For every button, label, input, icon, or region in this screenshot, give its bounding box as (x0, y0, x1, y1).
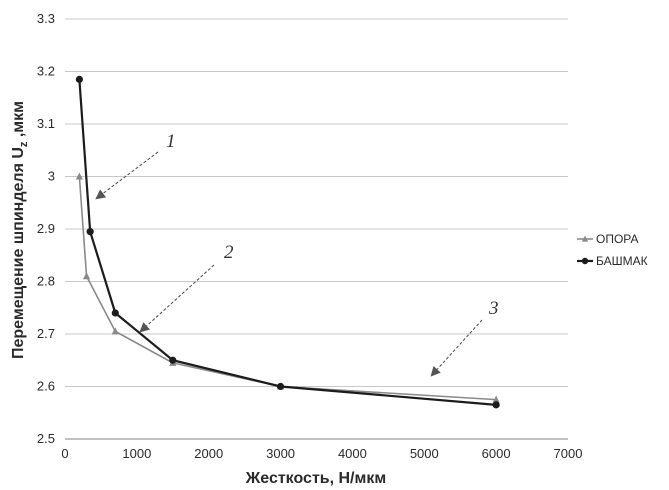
x-tick-label: 5000 (410, 446, 439, 461)
data-point (75, 172, 83, 180)
data-point (276, 382, 285, 391)
y-tick-label: 2.7 (37, 326, 55, 341)
annotation-arrow-1 (95, 151, 159, 200)
y-axis-label: Перемещение шпинделя Uz ,мкм (10, 101, 30, 359)
legend-marker (581, 257, 589, 265)
x-tick-label: 3000 (266, 446, 295, 461)
annotation-label-3: 3 (488, 298, 499, 319)
y-axis-label-main: Перемещение шпинделя U (10, 147, 27, 359)
data-point (86, 228, 94, 236)
series-2 (75, 75, 500, 409)
legend-item-1: ОПОРА (577, 232, 639, 246)
y-tick-label: 2.6 (37, 379, 55, 394)
x-tick-label: 0 (61, 446, 68, 461)
y-tick-label: 2.8 (37, 274, 55, 289)
annotations: 1 2 3 (95, 131, 499, 377)
x-tick-label: 2000 (194, 446, 223, 461)
annotation-arrow-3 (430, 319, 483, 377)
data-point (111, 327, 119, 335)
data-point (82, 272, 91, 280)
data-point (75, 75, 83, 83)
legend-label: ОПОРА (596, 232, 639, 246)
y-axis-label-unit: ,мкм (10, 101, 27, 142)
y-tick-labels: 2.5 2.6 2.7 2.8 2.9 3 3.1 3.2 3.3 (37, 11, 55, 446)
x-tick-label: 1000 (122, 446, 151, 461)
y-tick-label: 3 (48, 169, 55, 184)
data-point (492, 401, 500, 409)
annotation-label-1: 1 (166, 131, 176, 152)
legend: ОПОРА БАШМАК (577, 232, 648, 268)
y-axis-label-subscript: z (18, 141, 30, 147)
x-tick-label: 6000 (482, 446, 511, 461)
x-tick-labels: 0 1000 2000 3000 4000 5000 6000 7000 (61, 446, 582, 461)
y-tick-label: 2.9 (37, 221, 55, 236)
series-layer (75, 75, 500, 409)
series-line (78, 79, 497, 406)
y-tick-label: 3.2 (37, 64, 55, 79)
data-point (492, 395, 500, 403)
annotation-label-2: 2 (224, 242, 234, 263)
series-1 (75, 172, 500, 403)
annotation-arrow-2 (139, 264, 215, 333)
x-tick-label: 7000 (554, 446, 583, 461)
legend-item-2: БАШМАК (577, 254, 648, 268)
series-line (78, 176, 497, 401)
gridlines (65, 18, 568, 387)
legend-marker (581, 235, 589, 242)
x-axis-label: Жесткость, Н/мкм (245, 470, 386, 487)
x-tick-label: 4000 (338, 446, 367, 461)
y-tick-label: 3.1 (37, 116, 55, 131)
data-point (111, 309, 119, 317)
data-point (169, 356, 177, 364)
y-tick-label: 3.3 (37, 11, 55, 26)
legend-label: БАШМАК (596, 254, 648, 268)
y-tick-label: 2.5 (37, 431, 55, 446)
